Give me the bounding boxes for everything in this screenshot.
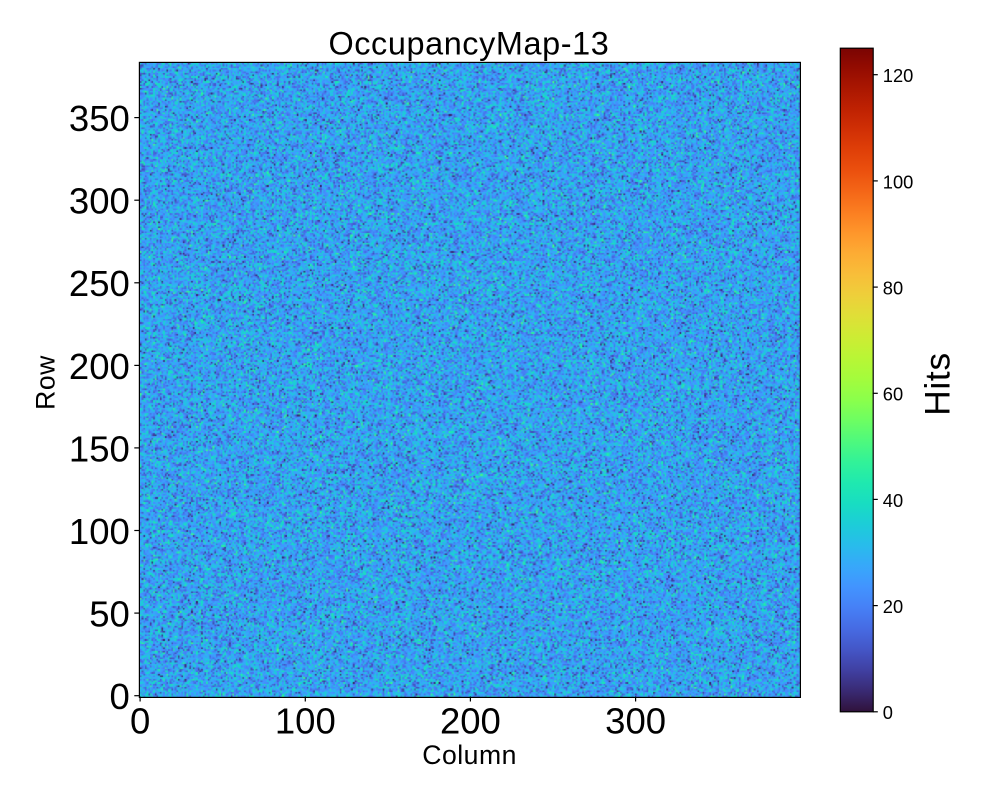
svg-text:300: 300 <box>605 700 666 741</box>
svg-text:Row: Row <box>31 355 61 410</box>
svg-text:0: 0 <box>109 676 129 717</box>
svg-text:120: 120 <box>883 65 914 86</box>
svg-text:Hits: Hits <box>919 352 958 416</box>
svg-text:150: 150 <box>69 428 130 469</box>
svg-text:Column: Column <box>422 740 517 770</box>
svg-text:80: 80 <box>883 278 903 299</box>
svg-text:100: 100 <box>69 511 130 552</box>
svg-text:OccupancyMap-13: OccupancyMap-13 <box>328 25 609 61</box>
svg-text:0: 0 <box>883 702 893 723</box>
svg-text:200: 200 <box>440 700 501 741</box>
svg-text:60: 60 <box>883 384 903 405</box>
svg-text:100: 100 <box>275 700 336 741</box>
svg-text:250: 250 <box>69 263 130 304</box>
svg-text:200: 200 <box>69 346 130 387</box>
svg-text:350: 350 <box>69 98 130 139</box>
svg-text:0: 0 <box>130 700 150 741</box>
svg-text:20: 20 <box>883 596 903 617</box>
svg-text:300: 300 <box>69 181 130 222</box>
svg-text:50: 50 <box>89 594 130 635</box>
svg-text:100: 100 <box>883 171 914 192</box>
svg-text:40: 40 <box>883 490 903 511</box>
